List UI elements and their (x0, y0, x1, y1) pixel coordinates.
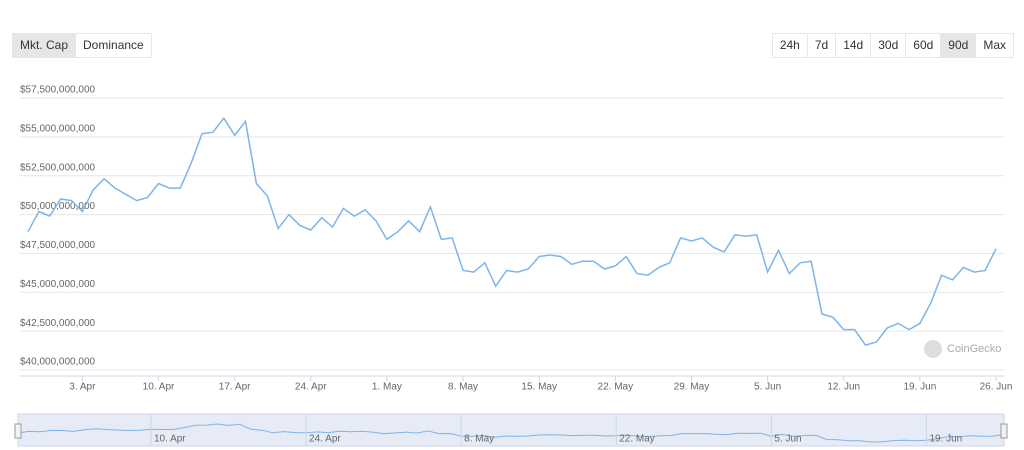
navigator-label: 24. Apr (309, 434, 341, 445)
x-tick-label: 22. May (598, 382, 634, 393)
x-tick-label: 8. May (448, 382, 478, 393)
range-button[interactable]: 90d (940, 34, 976, 57)
navigator-handle (14, 423, 22, 439)
x-tick-label: 17. Apr (219, 382, 251, 393)
navigator-label: 10. Apr (154, 434, 186, 445)
series-line (27, 116, 997, 346)
y-tick-label: $40,000,000,000 (20, 357, 96, 368)
y-tick-label: $57,500,000,000 (20, 85, 96, 96)
range-button[interactable]: Max (975, 34, 1013, 57)
y-tick-label: $45,000,000,000 (20, 279, 96, 290)
y-tick-label: $47,500,000,000 (20, 240, 96, 251)
x-tick-label: 12. Jun (827, 382, 860, 393)
range-group: 24h 7d 14d 30d 60d 90d Max (771, 33, 1014, 58)
x-tick-label: 3. Apr (69, 382, 96, 393)
x-tick-label: 19. Jun (903, 382, 936, 393)
y-tick-label: $50,000,000,000 (20, 201, 96, 212)
y-tick-label: $42,500,000,000 (20, 318, 96, 329)
x-tick-label: 15. May (521, 382, 557, 393)
range-button[interactable]: 14d (835, 34, 871, 57)
tab-button[interactable]: Mkt. Cap (13, 34, 76, 57)
y-tick-label: $52,500,000,000 (20, 162, 96, 173)
plot: $40,000,000,000 $42,500,000,000 $45,000,00… (14, 85, 1013, 447)
navigator-label: 22. May (619, 434, 655, 445)
y-tick-label: $55,000,000,000 (20, 123, 96, 134)
navigator-handle (1000, 423, 1008, 439)
x-tick-label: 1. May (372, 382, 402, 393)
x-tick-label: 5. Jun (754, 382, 781, 393)
navigator-line (17, 423, 1005, 443)
tab-button[interactable]: Dominance (75, 34, 151, 57)
navigator-label: 19. Jun (929, 434, 962, 445)
tab-group: Mkt. Cap Dominance (12, 33, 152, 58)
watermark-logo (924, 340, 942, 358)
range-button[interactable]: 30d (870, 34, 906, 57)
navigator-label: 8. May (464, 434, 494, 445)
x-tick-label: 29. May (674, 382, 710, 393)
range-button[interactable]: 24h (772, 34, 807, 57)
x-tick-label: 24. Apr (295, 382, 327, 393)
range-button[interactable]: 60d (905, 34, 941, 57)
navigator-label: 5. Jun (774, 434, 801, 445)
x-tick-label: 10. Apr (143, 382, 175, 393)
watermark: CoinGecko (947, 343, 1001, 355)
navigator-bg (17, 413, 1005, 447)
range-button[interactable]: 7d (806, 34, 836, 57)
x-tick-label: 26. Jun (980, 382, 1013, 393)
